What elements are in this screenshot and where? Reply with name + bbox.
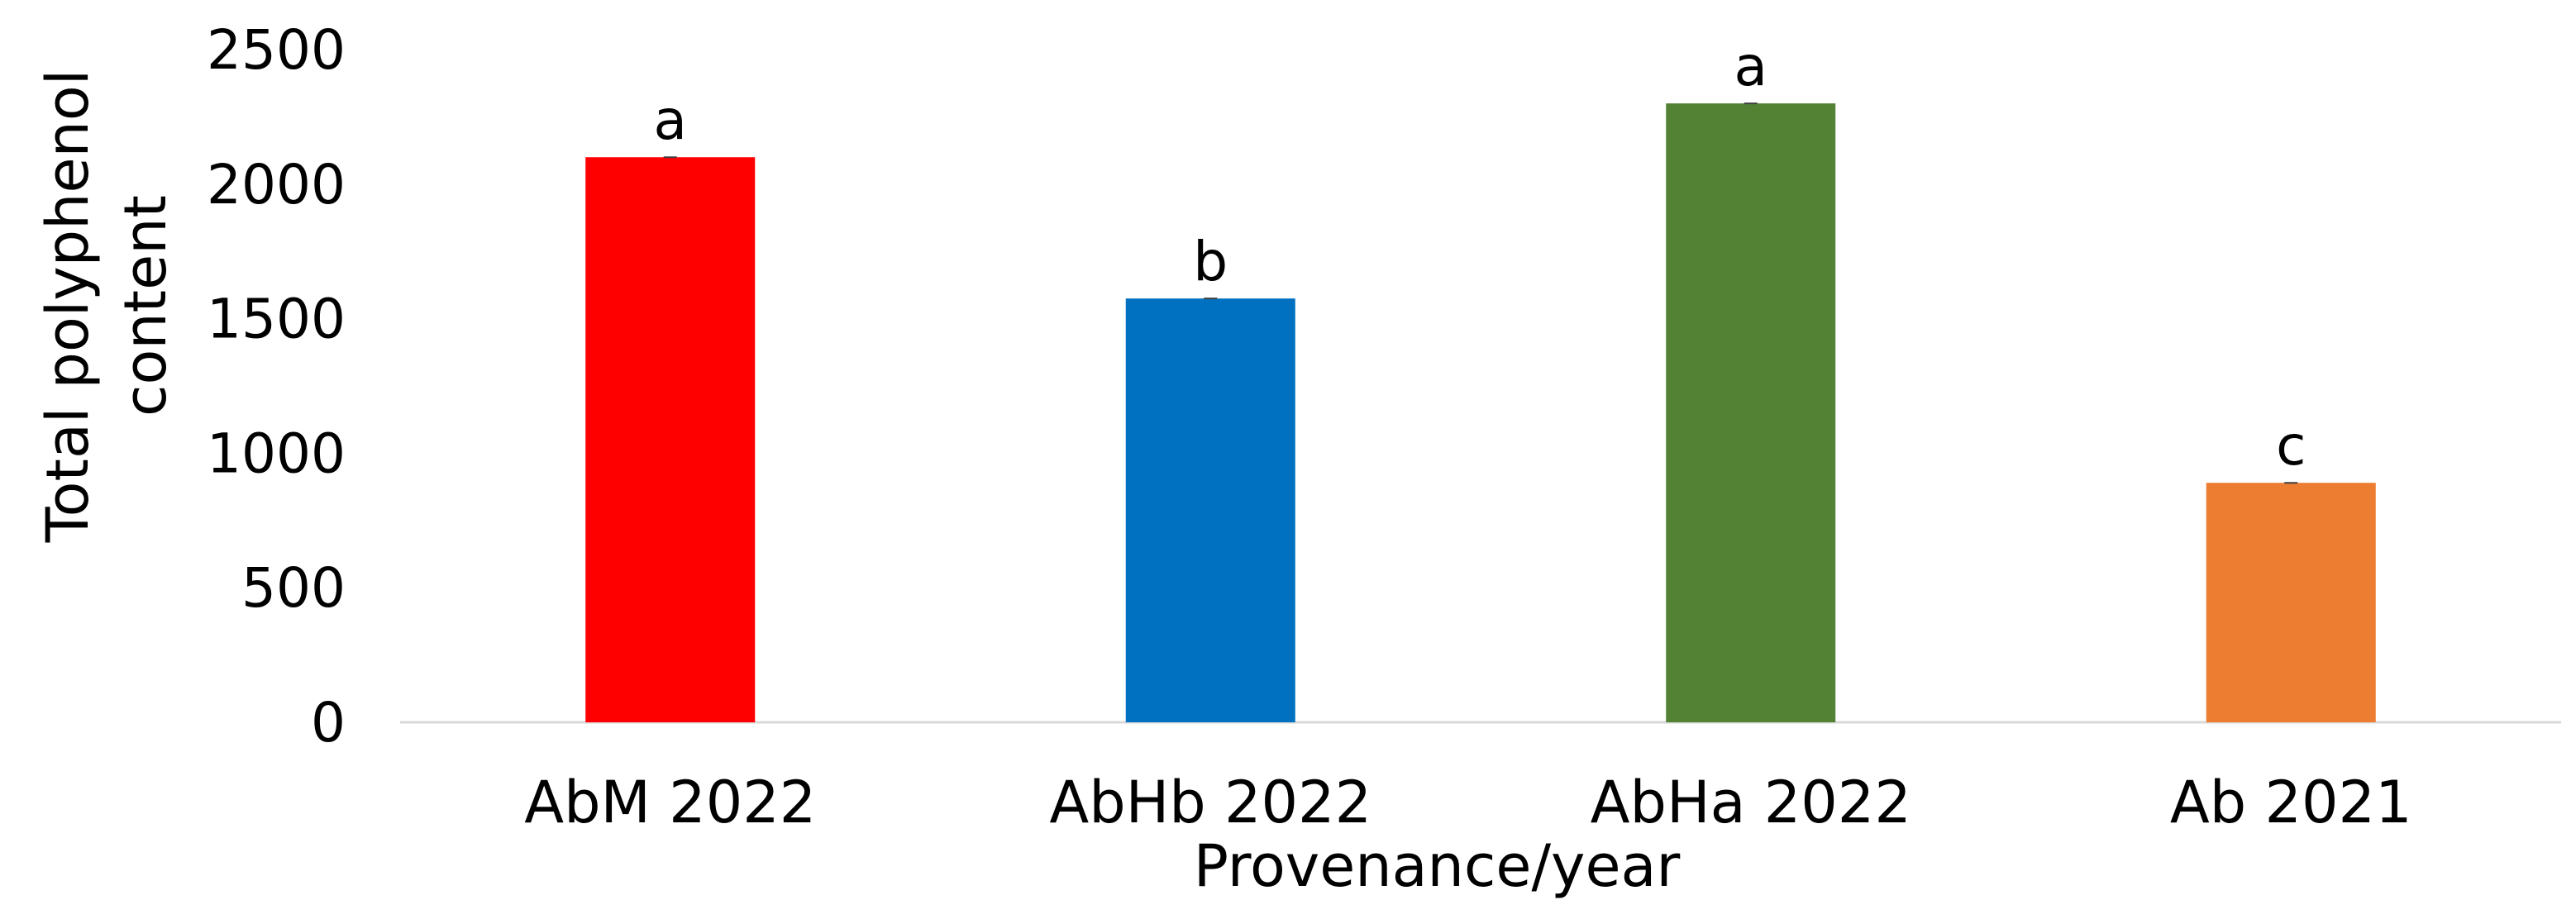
- y-tick-label: 500: [241, 556, 346, 620]
- y-axis-title-line-1: Total polyphenol: [34, 69, 102, 543]
- significance-letter: a: [654, 88, 687, 152]
- significance-letter: c: [2276, 414, 2306, 478]
- y-axis-title-line-2: content: [112, 195, 179, 417]
- significance-letter: b: [1193, 230, 1228, 293]
- y-axis-title: Total polyphenol content: [34, 69, 179, 543]
- x-tick-label: Ab 2021: [2170, 769, 2412, 836]
- bars: [585, 103, 2376, 723]
- y-tick-label: 2000: [207, 153, 346, 217]
- significance-labels: a b a c: [654, 35, 2306, 478]
- y-tick-label: 2500: [207, 18, 346, 82]
- y-tick-label: 0: [311, 691, 346, 755]
- bar: [2206, 483, 2376, 722]
- x-tick-label: AbHa 2022: [1591, 769, 1911, 836]
- y-tick-label: 1500: [207, 288, 346, 351]
- bar: [1666, 103, 1836, 723]
- x-tick-label: AbHb 2022: [1049, 769, 1371, 836]
- bar: [1125, 298, 1295, 722]
- y-tick-label: 1000: [207, 421, 346, 485]
- significance-letter: a: [1734, 35, 1767, 98]
- x-tick-label: AbM 2022: [524, 769, 816, 836]
- y-axis-ticks: 0 500 1000 1500 2000 2500: [207, 18, 346, 755]
- x-axis-title: Provenance/year: [1194, 832, 1681, 900]
- bar: [585, 157, 756, 723]
- x-axis-category-labels: AbM 2022 AbHb 2022 AbHa 2022 Ab 2021: [524, 769, 2411, 836]
- error-bars: [663, 102, 2298, 484]
